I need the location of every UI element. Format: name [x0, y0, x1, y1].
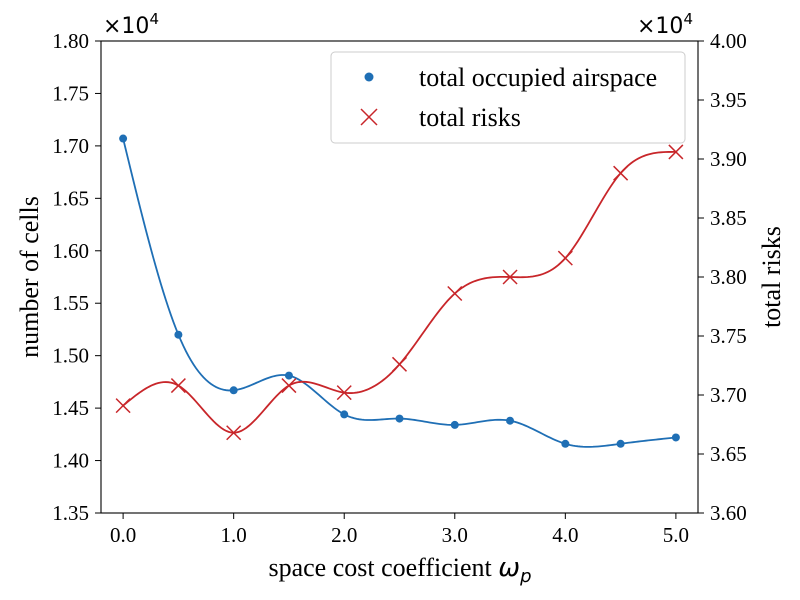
data-point-total-occupied-airspace [174, 330, 183, 339]
data-point-total-occupied-airspace [561, 439, 570, 448]
left-y-tick-label: 1.80 [52, 29, 89, 53]
legend-marker-total-risks [360, 108, 378, 126]
legend-label-total-occupied-airspace: total occupied airspace [419, 63, 657, 92]
left-y-axis: 1.35 1.40 1.45 1.50 1.55 1.60 1.65 1.70 1.75 1.80 [52, 29, 101, 525]
data-point-total-occupied-airspace [284, 371, 293, 380]
right-axis-label: total risks [757, 226, 786, 328]
right-y-tick-label: 3.90 [710, 147, 747, 171]
x-tick-label: 3.0 [442, 523, 468, 547]
right-y-tick-label: 4.00 [710, 29, 747, 53]
x-axis-label: space cost coefficient ωp [268, 553, 531, 587]
data-point-total-risks [391, 356, 408, 372]
data-point-total-occupied-airspace [119, 134, 128, 143]
series-markers [115, 134, 684, 448]
data-point-total-occupied-airspace [450, 420, 459, 429]
left-y-tick-label: 1.50 [52, 344, 89, 368]
right-y-axis: 3.60 3.65 3.70 3.75 3.80 3.85 3.90 3.95 4.00 [698, 29, 747, 525]
x-tick-label: 1.0 [221, 523, 247, 547]
data-point-total-risks [115, 398, 131, 414]
left-y-tick-label: 1.60 [52, 239, 89, 263]
data-point-total-occupied-airspace [616, 439, 625, 448]
data-point-total-occupied-airspace [671, 433, 680, 442]
data-point-total-occupied-airspace [506, 416, 515, 425]
data-point-total-occupied-airspace [340, 410, 349, 419]
data-point-total-risks [170, 378, 186, 394]
left-y-tick-label: 1.35 [52, 501, 89, 525]
right-y-tick-label: 3.65 [710, 442, 747, 466]
left-axis-multiplier: ×104 [103, 10, 159, 39]
data-point-total-risks [613, 165, 629, 181]
data-point-total-risks [281, 378, 297, 394]
x-tick-label: 0.0 [110, 523, 136, 547]
right-y-tick-label: 3.75 [710, 324, 747, 348]
x-tick-label: 5.0 [663, 523, 689, 547]
left-y-tick-label: 1.55 [52, 291, 89, 315]
x-tick-label: 4.0 [552, 523, 578, 547]
right-y-tick-label: 3.60 [710, 501, 747, 525]
data-point-total-occupied-airspace [395, 414, 404, 423]
left-y-tick-label: 1.65 [52, 186, 89, 210]
legend-marker-total-occupied-airspace [364, 72, 374, 82]
data-point-total-risks [557, 250, 573, 266]
x-tick-label: 2.0 [331, 523, 357, 547]
left-y-tick-label: 1.75 [52, 81, 89, 105]
right-y-tick-label: 3.95 [710, 88, 747, 112]
x-axis: 0.0 1.0 2.0 3.0 4.0 5.0 [110, 513, 689, 547]
left-y-tick-label: 1.70 [52, 134, 89, 158]
left-axis-label: number of cells [15, 196, 44, 358]
right-y-tick-label: 3.70 [710, 383, 747, 407]
data-point-total-risks [447, 285, 463, 302]
right-axis-multiplier: ×104 [637, 10, 693, 39]
right-y-tick-label: 3.85 [710, 206, 747, 230]
data-point-total-risks [668, 144, 684, 160]
legend-label-total-risks: total risks [419, 103, 521, 132]
data-point-total-occupied-airspace [229, 386, 238, 395]
legend: total occupied airspace total risks [330, 51, 686, 144]
left-y-tick-label: 1.40 [52, 449, 89, 473]
data-point-total-risks [336, 385, 352, 401]
left-y-tick-label: 1.45 [52, 396, 89, 420]
right-y-tick-label: 3.80 [710, 265, 747, 289]
data-point-total-risks [502, 269, 518, 285]
data-point-total-risks [226, 425, 242, 441]
legend-box [330, 51, 686, 144]
